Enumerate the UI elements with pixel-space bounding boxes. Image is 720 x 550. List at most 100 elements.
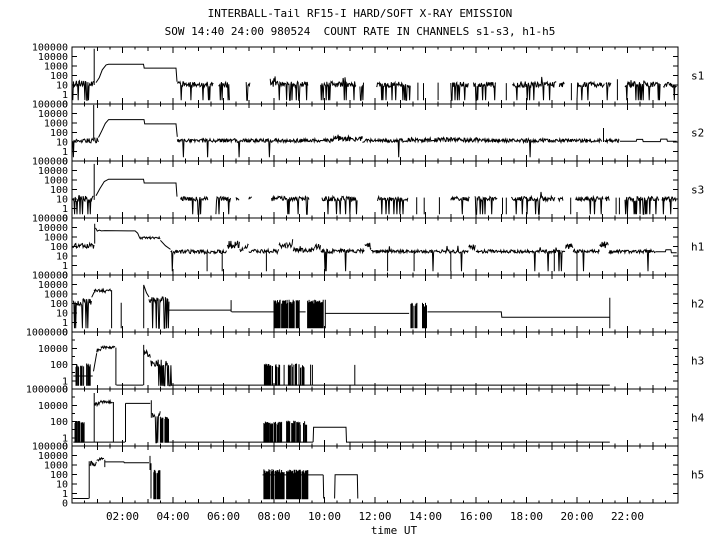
y-tick-label: 100 — [50, 185, 68, 196]
channel-label: h4 — [691, 412, 705, 425]
y-tick-label: 100 — [50, 417, 68, 428]
y-tick-label: 1 — [62, 318, 68, 329]
series-h3 — [73, 344, 610, 387]
y-tick-label: 100 — [50, 71, 68, 82]
y-tick-label: 10 — [56, 480, 68, 491]
y-tick-label: 100 — [50, 470, 68, 481]
x-axis-label: time UT — [370, 524, 418, 537]
axis-ticks — [72, 217, 678, 276]
y-tick-label: 1000 — [44, 461, 68, 472]
panel-border — [71, 445, 679, 504]
y-tick-label: 1000 — [44, 290, 68, 301]
y-tick-label: 1 — [62, 433, 68, 444]
y-tick-label: 100000 — [32, 100, 68, 111]
channel-label: h5 — [691, 469, 704, 482]
axis-ticks — [72, 331, 678, 390]
axis-ticks — [72, 274, 678, 333]
y-tick-label: 10 — [56, 252, 68, 263]
y-tick-label: 1000 — [44, 119, 68, 130]
x-tick-label: 10:00 — [308, 510, 341, 523]
channel-label: h1 — [691, 241, 704, 254]
y-tick-label: 1000 — [44, 62, 68, 73]
y-tick-label: 10 — [56, 138, 68, 149]
y-tick-label: 0 — [62, 271, 68, 282]
figure-title: INTERBALL-Tail RF15-I HARD/SOFT X-RAY EM… — [207, 7, 513, 20]
channel-label: s2 — [691, 127, 704, 140]
x-tick-label: 06:00 — [207, 510, 240, 523]
x-tick-label: 04:00 — [156, 510, 189, 523]
x-tick-label: 16:00 — [459, 510, 492, 523]
x-tick-label: 12:00 — [358, 510, 391, 523]
x-tick-label: 18:00 — [510, 510, 543, 523]
y-tick-label: 1000000 — [26, 385, 68, 396]
y-tick-label: 0 — [62, 328, 68, 339]
y-tick-label: 0 — [62, 214, 68, 225]
y-tick-label: 100000 — [32, 442, 68, 453]
y-tick-label: 1 — [62, 376, 68, 387]
series-h5 — [72, 455, 359, 500]
y-tick-label: 100000 — [32, 157, 68, 168]
panel-border — [71, 217, 679, 276]
y-tick-label: 10000 — [38, 451, 68, 462]
y-tick-label: 10 — [56, 309, 68, 320]
series-s3 — [72, 163, 677, 215]
channel-label: h2 — [691, 298, 704, 311]
y-tick-label: 100 — [50, 360, 68, 371]
x-tick-label: 20:00 — [560, 510, 593, 523]
y-tick-label: 0 — [62, 385, 68, 396]
series-s1 — [72, 48, 677, 101]
channel-label: s3 — [691, 184, 704, 197]
y-tick-label: 1 — [62, 489, 68, 500]
panel-border — [71, 103, 679, 162]
y-tick-label: 10000 — [38, 401, 68, 412]
y-tick-label: 100000 — [32, 214, 68, 225]
series-s2 — [72, 104, 677, 158]
y-tick-label: 100000 — [32, 271, 68, 282]
y-tick-label: 0 — [62, 157, 68, 168]
y-tick-label: 1 — [62, 261, 68, 272]
figure-subtitle: SOW 14:40 24:00 980524 COUNT RATE IN CHA… — [164, 25, 556, 38]
y-tick-label: 10000 — [38, 166, 68, 177]
axis-ticks — [72, 388, 678, 447]
y-tick-label: 1000 — [44, 233, 68, 244]
y-tick-label: 10000 — [38, 52, 68, 63]
series-h1 — [72, 223, 677, 272]
y-tick-label: 1000 — [44, 176, 68, 187]
axis-ticks — [72, 160, 678, 219]
y-tick-label: 0 — [62, 499, 68, 510]
x-tick-label: 22:00 — [611, 510, 644, 523]
y-tick-label: 10000 — [38, 109, 68, 120]
y-tick-label: 0 — [62, 442, 68, 453]
series-h4 — [73, 393, 610, 444]
channel-label: h3 — [691, 355, 704, 368]
axis-ticks — [72, 46, 678, 105]
y-tick-label: 10 — [56, 81, 68, 92]
x-tick-label: 14:00 — [409, 510, 442, 523]
y-tick-label: 1000000 — [26, 328, 68, 339]
axis-ticks — [72, 445, 678, 504]
y-tick-label: 10000 — [38, 223, 68, 234]
y-tick-label: 0 — [62, 100, 68, 111]
y-tick-label: 10 — [56, 195, 68, 206]
panel-border — [71, 160, 679, 219]
series-h2 — [72, 284, 611, 329]
y-tick-label: 1 — [62, 90, 68, 101]
y-tick-label: 10000 — [38, 344, 68, 355]
y-tick-label: 100 — [50, 299, 68, 310]
panel-border — [71, 274, 679, 333]
x-tick-label: 08:00 — [257, 510, 290, 523]
y-tick-label: 100000 — [32, 43, 68, 54]
axis-ticks — [72, 103, 678, 162]
panel-border — [71, 46, 679, 105]
y-tick-label: 1 — [62, 147, 68, 158]
x-tick-label: 02:00 — [106, 510, 139, 523]
